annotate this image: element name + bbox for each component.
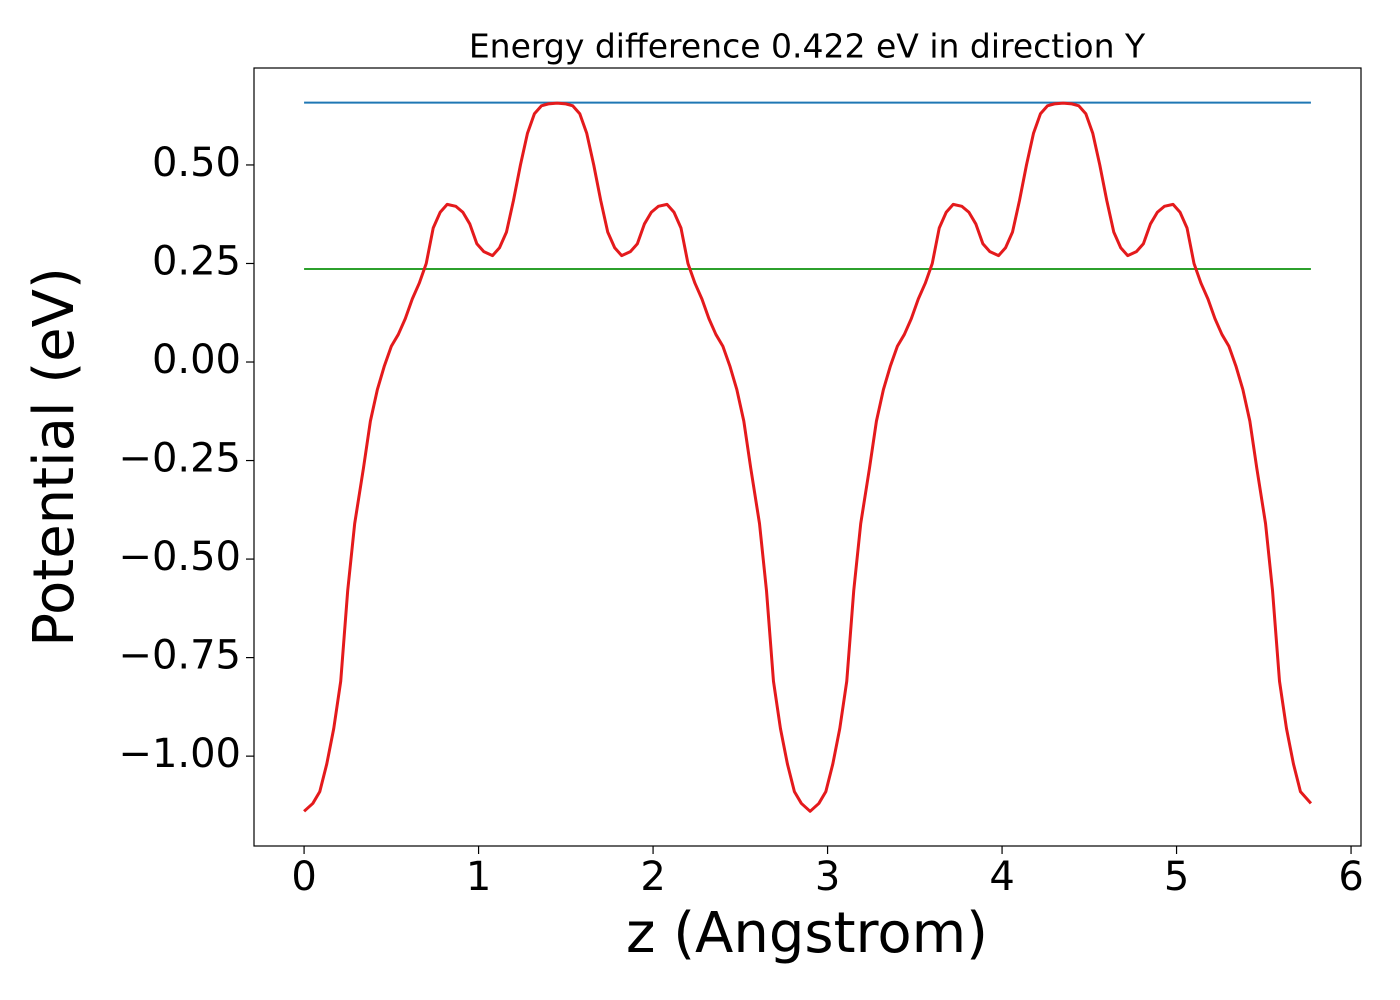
y-tick-label: −0.75 — [118, 633, 241, 679]
y-tick-label: −0.25 — [118, 436, 241, 482]
y-tick-label: 0.25 — [152, 238, 241, 284]
x-tick-label: 0 — [291, 854, 316, 900]
x-tick-label: 6 — [1338, 854, 1363, 900]
y-tick-label: −0.50 — [118, 534, 241, 580]
plot-frame — [253, 67, 1362, 847]
y-axis-label: Potential (eV) — [22, 267, 87, 647]
x-tick-label: 2 — [640, 854, 665, 900]
x-tick-label: 5 — [1164, 854, 1189, 900]
x-tick-label: 4 — [989, 854, 1014, 900]
x-tick-label: 3 — [815, 854, 840, 900]
y-tick-label: −1.00 — [118, 731, 241, 777]
x-tick-label: 1 — [466, 854, 491, 900]
chart-title: Energy difference 0.422 eV in direction … — [469, 27, 1146, 66]
data-line — [303, 101, 1313, 813]
y-tick-label: 0.00 — [152, 337, 241, 383]
y-tick-label: 0.50 — [152, 140, 241, 186]
x-axis-label: z (Angstrom) — [626, 901, 988, 966]
